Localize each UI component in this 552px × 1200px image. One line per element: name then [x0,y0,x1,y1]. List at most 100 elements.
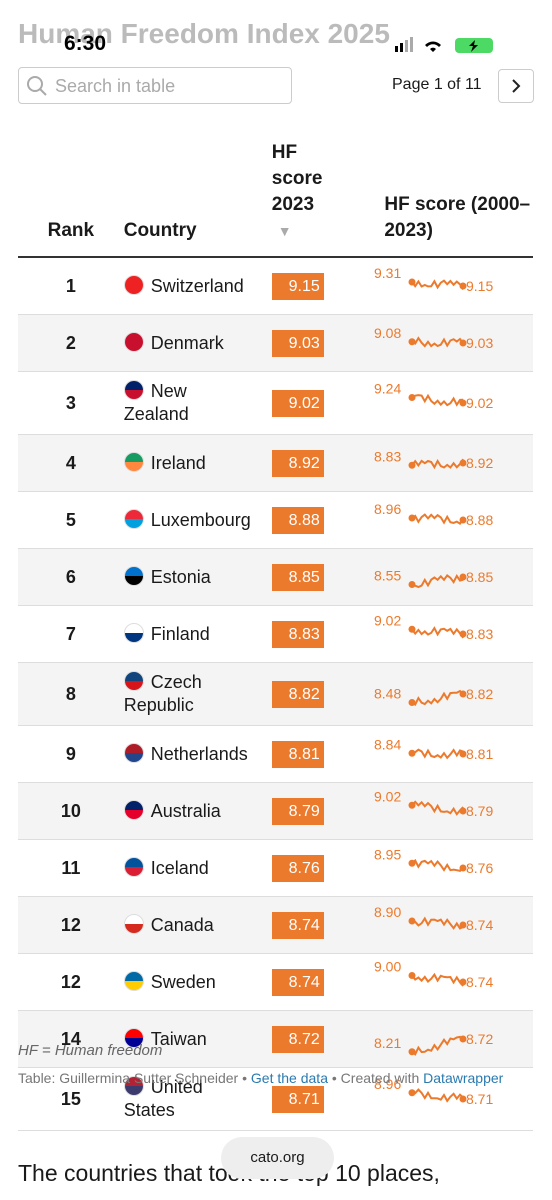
sparkline-dot [459,282,467,290]
sparkline-end-label: 8.82 [466,686,493,702]
sparkline-cell: 8.55 8.85 [374,548,533,606]
sparkline-cell: 9.08 9.03 [374,314,533,372]
country-name: Denmark [150,332,224,353]
sparkline-line [412,916,464,930]
sparkline-dot [408,749,416,757]
score-cell: 8.92 [271,434,375,492]
score-box: 8.79 [271,797,324,825]
sparkline-cell: 9.02 8.83 [374,605,533,663]
table-row: 1 Switzerland 9.15 9.31 9.15 [18,257,533,315]
sparkline-start-label: 8.84 [374,736,401,752]
sparkline: 8.96 8.71 [374,1079,493,1107]
sparkline-dot [408,338,416,346]
country-name: Estonia [150,566,211,587]
country-cell: Taiwan [123,1010,272,1068]
score-box: 9.15 [271,272,324,300]
country-cell: Czech Republic [123,662,272,726]
flag-icon [123,451,144,472]
sparkline-start-label: 9.24 [374,383,401,397]
sparkline: 9.00 8.74 [374,962,493,990]
score-cell: 8.74 [271,896,375,954]
score-cell: 8.71 [271,1067,375,1131]
sparkline-line [411,336,465,348]
sparkline-dot [408,394,416,401]
sparkline-dot [408,801,416,809]
sparkline-end-label: 8.72 [466,1031,493,1047]
search-box[interactable]: Search in table [18,67,292,104]
page-title: Human Freedom Index 2025 [18,18,390,49]
pager-label: Page 1 of 11 [392,76,482,93]
sparkline-dot [408,917,416,925]
sparkline: 9.24 9.02 [374,383,493,411]
country-cell: Australia [123,782,272,840]
sparkline-dot [459,690,467,698]
country-cell: United States [123,1067,272,1131]
chevron [512,79,521,93]
score-box: 8.72 [271,1025,324,1053]
table-row: 3 New Zealand 9.02 9.24 9.02 [18,371,533,435]
sparkline-line [411,972,465,987]
column-header[interactable]: HF score 2023 ▼ [271,140,375,258]
search-placeholder: Search in table [55,76,176,96]
sparkline-cell: 8.96 8.88 [374,491,533,549]
score-cell: 8.79 [271,782,375,840]
score-box: 8.82 [271,680,324,708]
url-pill[interactable]: cato.org [221,1137,334,1179]
table-row: 12 Sweden 8.74 9.00 8.74 [18,953,533,1011]
sparkline-dot [408,972,416,979]
sparkline-line [411,1035,465,1056]
sparkline: 8.55 8.85 [374,568,494,589]
sparkline-start-label: 9.08 [374,325,401,341]
sparkline: 8.90 8.74 [374,905,493,933]
flag-icon [123,1076,144,1096]
sparkline: 9.31 9.15 [374,266,493,294]
flag-icon [123,742,144,763]
flag-icon [123,508,144,529]
get-data-link[interactable]: Get the data [250,1070,328,1086]
rank-cell: 2 [18,314,124,372]
table-row: 11 Iceland 8.76 8.95 8.76 [18,839,533,897]
sparkline-start-label: 8.83 [374,448,401,464]
score-box: 8.74 [271,911,324,939]
sparkline-dot [459,399,467,407]
next-page-button[interactable] [498,69,534,103]
sparkline-dot [408,1089,416,1097]
score-box: 8.92 [271,449,324,477]
sparkline-start-label: 8.96 [374,1079,401,1092]
flag-icon [123,622,144,643]
column-header[interactable]: Rank [18,140,124,258]
sparkline-end-label: 9.02 [466,395,493,411]
datawrapper-link[interactable]: Datawrapper [423,1070,504,1086]
rank-cell: 3 [18,371,124,435]
country-cell: Netherlands [123,725,272,783]
sparkline-dot [459,921,467,929]
country-name: New Zealand [123,381,189,424]
sparkline: 8.96 8.88 [374,501,493,528]
sparkline: 8.84 8.81 [374,736,493,762]
country-name: Iceland [150,857,209,878]
sparkline-cell: 8.21 8.72 [374,1010,533,1068]
flag-icon [123,856,144,877]
sparkline-dot [459,1035,467,1043]
sparkline-dot [459,573,467,581]
sparkline-cell: 9.31 9.15 [374,257,533,315]
country-name: Canada [150,914,214,935]
footnote: HF = Human freedom [18,1042,163,1059]
country-cell: Sweden [123,953,272,1011]
sparkline-end-label: 8.85 [466,569,493,585]
sparkline-dot [459,750,467,758]
sparkline-start-label: 8.95 [374,848,401,862]
sparkline-cell: 8.84 8.81 [374,725,533,783]
table-row: 6 Estonia 8.85 8.55 8.85 [18,548,533,606]
sparkline-cell: 9.00 8.74 [374,953,533,1011]
sparkline-cell: 9.24 9.02 [374,371,533,435]
score-cell: 9.03 [271,314,375,372]
sparkline-start-label: 9.02 [374,791,401,804]
table-row: 7 Finland 8.83 9.02 8.83 [18,605,533,663]
score-cell: 8.74 [271,953,375,1011]
column-header[interactable]: Country [123,140,272,258]
score-cell: 8.85 [271,548,375,606]
sparkline-cell: 8.90 8.74 [374,896,533,954]
sparkline-line [411,279,465,291]
column-header[interactable]: HF score (2000–2023) [374,140,533,258]
